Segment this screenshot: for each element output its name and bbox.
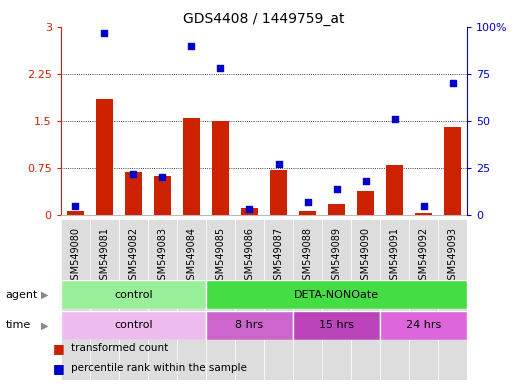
Bar <box>241 207 258 215</box>
Text: GSM549090: GSM549090 <box>361 227 371 286</box>
Bar <box>61 219 90 380</box>
Bar <box>380 219 409 380</box>
Text: GSM549087: GSM549087 <box>274 227 284 286</box>
Bar <box>148 219 177 380</box>
Point <box>333 185 341 192</box>
Bar <box>235 219 264 380</box>
Text: GSM549082: GSM549082 <box>128 227 138 286</box>
Text: control: control <box>114 290 153 300</box>
Text: 8 hrs: 8 hrs <box>235 320 263 331</box>
Point <box>129 170 138 177</box>
Bar <box>61 280 206 309</box>
Text: ▶: ▶ <box>41 320 49 331</box>
Bar <box>444 127 461 215</box>
Text: GSM549092: GSM549092 <box>419 227 429 286</box>
Point <box>187 43 196 49</box>
Point <box>420 203 428 209</box>
Point <box>391 116 399 122</box>
Text: GSM549084: GSM549084 <box>186 227 196 286</box>
Bar <box>357 191 374 215</box>
Bar <box>438 219 467 380</box>
Text: ■: ■ <box>53 362 64 375</box>
Text: time: time <box>5 320 31 331</box>
Point <box>158 174 167 180</box>
Point <box>361 178 370 184</box>
Bar <box>415 213 432 215</box>
Point <box>245 206 254 212</box>
Point <box>216 65 225 71</box>
Bar <box>183 118 200 215</box>
Bar <box>206 311 293 340</box>
Point <box>100 30 109 36</box>
Bar <box>96 99 113 215</box>
Bar <box>264 219 293 380</box>
Bar <box>206 280 467 309</box>
Bar <box>119 219 148 380</box>
Bar <box>299 211 316 215</box>
Text: transformed count: transformed count <box>71 343 168 353</box>
Bar <box>293 311 380 340</box>
Text: GSM549085: GSM549085 <box>215 227 225 286</box>
Text: GSM549080: GSM549080 <box>70 227 80 286</box>
Bar <box>293 219 322 380</box>
Text: GSM549093: GSM549093 <box>448 227 458 286</box>
Point <box>303 199 312 205</box>
Bar <box>206 219 235 380</box>
Text: 15 hrs: 15 hrs <box>319 320 354 331</box>
Bar <box>61 311 206 340</box>
Bar <box>67 211 84 215</box>
Text: percentile rank within the sample: percentile rank within the sample <box>71 363 247 373</box>
Bar <box>386 165 403 215</box>
Text: control: control <box>114 320 153 331</box>
Text: GSM549081: GSM549081 <box>99 227 109 286</box>
Text: agent: agent <box>5 290 37 300</box>
Bar <box>322 219 351 380</box>
Text: GSM549091: GSM549091 <box>390 227 400 286</box>
Bar <box>154 176 171 215</box>
Bar <box>177 219 206 380</box>
Text: GSM549086: GSM549086 <box>244 227 254 286</box>
Point <box>71 203 80 209</box>
Text: GSM549088: GSM549088 <box>303 227 313 286</box>
Bar <box>125 172 142 215</box>
Text: DETA-NONOate: DETA-NONOate <box>294 290 379 300</box>
Text: ■: ■ <box>53 342 64 355</box>
Bar <box>409 219 438 380</box>
Text: ▶: ▶ <box>41 290 49 300</box>
Bar <box>270 170 287 215</box>
Text: 24 hrs: 24 hrs <box>406 320 441 331</box>
Text: GSM549089: GSM549089 <box>332 227 342 286</box>
Text: GDS4408 / 1449759_at: GDS4408 / 1449759_at <box>183 12 345 25</box>
Bar <box>380 311 467 340</box>
Text: GSM549083: GSM549083 <box>157 227 167 286</box>
Bar <box>328 204 345 215</box>
Point <box>449 80 457 86</box>
Bar <box>212 121 229 215</box>
Point <box>275 161 283 167</box>
Bar <box>90 219 119 380</box>
Bar <box>351 219 380 380</box>
